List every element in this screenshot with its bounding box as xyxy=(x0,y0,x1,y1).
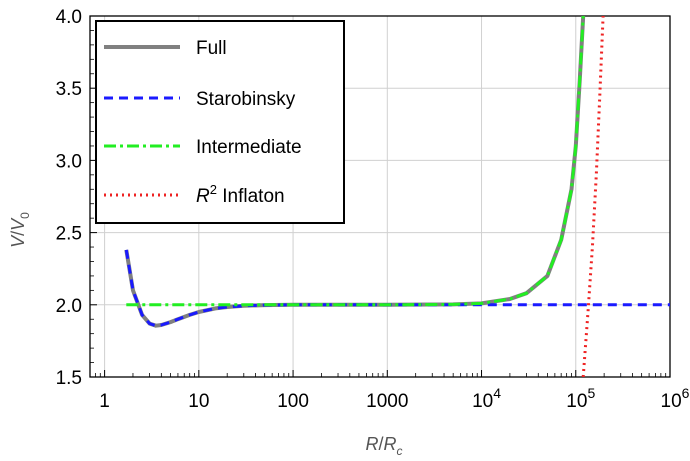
x-tick-label: 10 xyxy=(188,391,209,412)
legend-label-full: Full xyxy=(196,38,227,59)
plot-frame xyxy=(89,15,671,378)
x-tick-label: 100 xyxy=(277,391,309,412)
x-tick-label: 105 xyxy=(566,385,595,412)
y-axis-label: V/V0 xyxy=(8,212,32,248)
series-line-3 xyxy=(581,16,605,377)
series-line-2 xyxy=(126,16,585,307)
x-tick-label: 104 xyxy=(472,385,501,412)
x-tick-label: 1 xyxy=(99,391,110,412)
x-tick-label: 1000 xyxy=(366,391,408,412)
legend: Full Starobinsky Intermediate R2 Inflato… xyxy=(95,20,345,224)
x-tick-label: 106 xyxy=(661,385,690,412)
y-tick-label: 3.0 xyxy=(56,151,82,172)
series-layer xyxy=(124,16,670,377)
y-tick-label: 2.5 xyxy=(56,224,82,245)
legend-label-starobinsky: Starobinsky xyxy=(196,89,296,110)
x-axis-label: R/Rc xyxy=(365,434,402,458)
ticks: 1 10 100 1000 104 105 106 1.5 2.0 2.5 3.0 3.5 4.0 xyxy=(56,7,690,412)
y-tick-label: 3.5 xyxy=(56,79,82,100)
y-tick-label: 2.0 xyxy=(56,296,82,317)
series-line-1 xyxy=(124,249,670,328)
y-tick-label: 1.5 xyxy=(56,368,82,389)
legend-box xyxy=(95,20,345,224)
legend-label-intermediate: Intermediate xyxy=(196,137,302,158)
y-tick-label: 4.0 xyxy=(56,7,82,28)
legend-label-r2-inflaton: R2 Inflaton xyxy=(196,182,285,207)
